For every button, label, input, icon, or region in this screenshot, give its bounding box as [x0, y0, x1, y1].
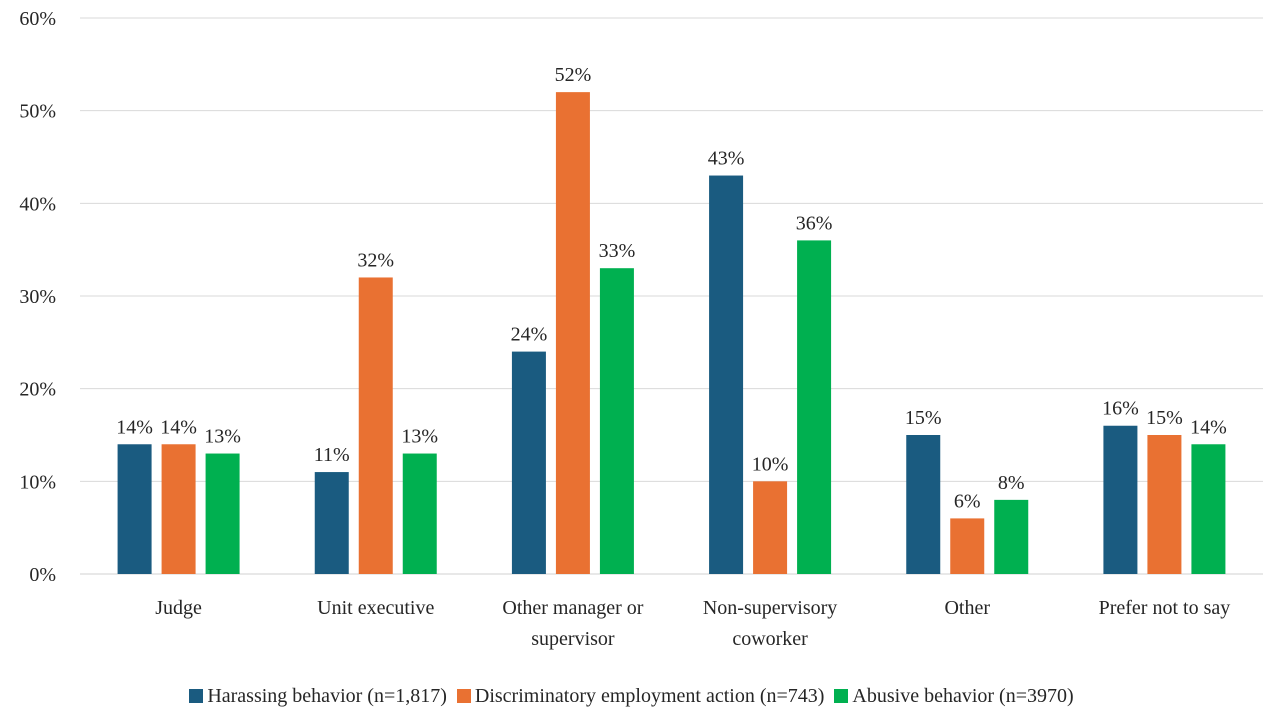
bars	[117, 92, 1226, 575]
category-label: Prefer not to say	[1099, 597, 1231, 619]
data-label: 52%	[555, 64, 592, 86]
bar	[205, 453, 240, 574]
bar	[950, 518, 985, 574]
bar	[797, 240, 832, 574]
bar	[358, 277, 393, 574]
data-label: 13%	[204, 426, 241, 448]
gridlines	[80, 17, 1263, 575]
category-label: Unit executive	[317, 597, 434, 619]
category-label: Non-supervisory coworker	[703, 597, 837, 650]
bar	[511, 351, 546, 574]
legend-label: Harassing behavior (n=1,817)	[207, 684, 447, 707]
bar	[709, 175, 744, 575]
data-label: 13%	[401, 426, 438, 448]
data-label: 32%	[357, 249, 394, 271]
y-tick-label: 30%	[19, 286, 56, 308]
bar	[402, 453, 437, 574]
data-labels: 14% 14% 13% 11% 32% 13% 24% 52% 33% 43% 10% 36% 15% 6…	[116, 64, 1227, 512]
data-label: 14%	[1190, 416, 1227, 438]
bar	[1147, 435, 1182, 574]
bar-chart: 0% 10% 20% 30% 40% 50% 60% 14% 14% 13% 11% 32% 13% 2…	[19, 8, 1263, 650]
data-label: 14%	[160, 416, 197, 438]
data-label: 36%	[796, 212, 833, 234]
data-label: 33%	[599, 240, 636, 262]
y-tick-label: 20%	[19, 379, 56, 401]
data-label: 10%	[752, 453, 789, 475]
y-tick-label: 40%	[19, 193, 56, 215]
bar	[994, 499, 1029, 574]
data-label: 14%	[116, 416, 153, 438]
data-label: 15%	[905, 407, 942, 429]
category-labels: Judge Unit executive Other manager or super…	[155, 597, 1230, 650]
y-tick-label: 0%	[29, 564, 56, 586]
data-label: 43%	[708, 148, 745, 170]
bar	[1191, 444, 1226, 574]
bar	[161, 444, 196, 574]
category-label: Other	[944, 597, 990, 619]
data-label: 8%	[998, 472, 1025, 494]
bar	[117, 444, 152, 574]
y-tick-label: 10%	[19, 471, 56, 493]
y-tick-label: 50%	[19, 101, 56, 123]
y-axis-ticks: 0% 10% 20% 30% 40% 50% 60%	[19, 8, 56, 586]
legend-swatch	[456, 689, 471, 703]
legend-item: Harassing behavior (n=1,817)	[189, 685, 447, 708]
data-label: 6%	[954, 490, 981, 512]
data-label: 24%	[511, 324, 548, 346]
legend: Harassing behavior (n=1,817) Discriminato…	[0, 680, 1263, 712]
bar	[906, 435, 941, 574]
bar	[314, 472, 349, 574]
y-tick-label: 60%	[19, 8, 56, 30]
bar	[555, 92, 590, 574]
bar	[1103, 425, 1138, 574]
legend-item: Abusive behavior (n=3970)	[834, 684, 1074, 708]
legend-item: Discriminatory employment action (n=743)	[456, 684, 825, 708]
category-label: Other manager or supervisor	[502, 597, 643, 650]
legend-label: Abusive behavior (n=3970)	[852, 684, 1074, 707]
category-label: Judge	[155, 597, 202, 619]
bar	[599, 268, 634, 574]
legend-swatch	[834, 689, 849, 703]
bar	[753, 481, 788, 574]
legend-swatch	[189, 689, 204, 703]
data-label: 11%	[314, 444, 350, 466]
data-label: 16%	[1102, 398, 1139, 420]
data-label: 15%	[1146, 407, 1183, 429]
legend-label: Discriminatory employment action (n=743)	[474, 684, 825, 707]
